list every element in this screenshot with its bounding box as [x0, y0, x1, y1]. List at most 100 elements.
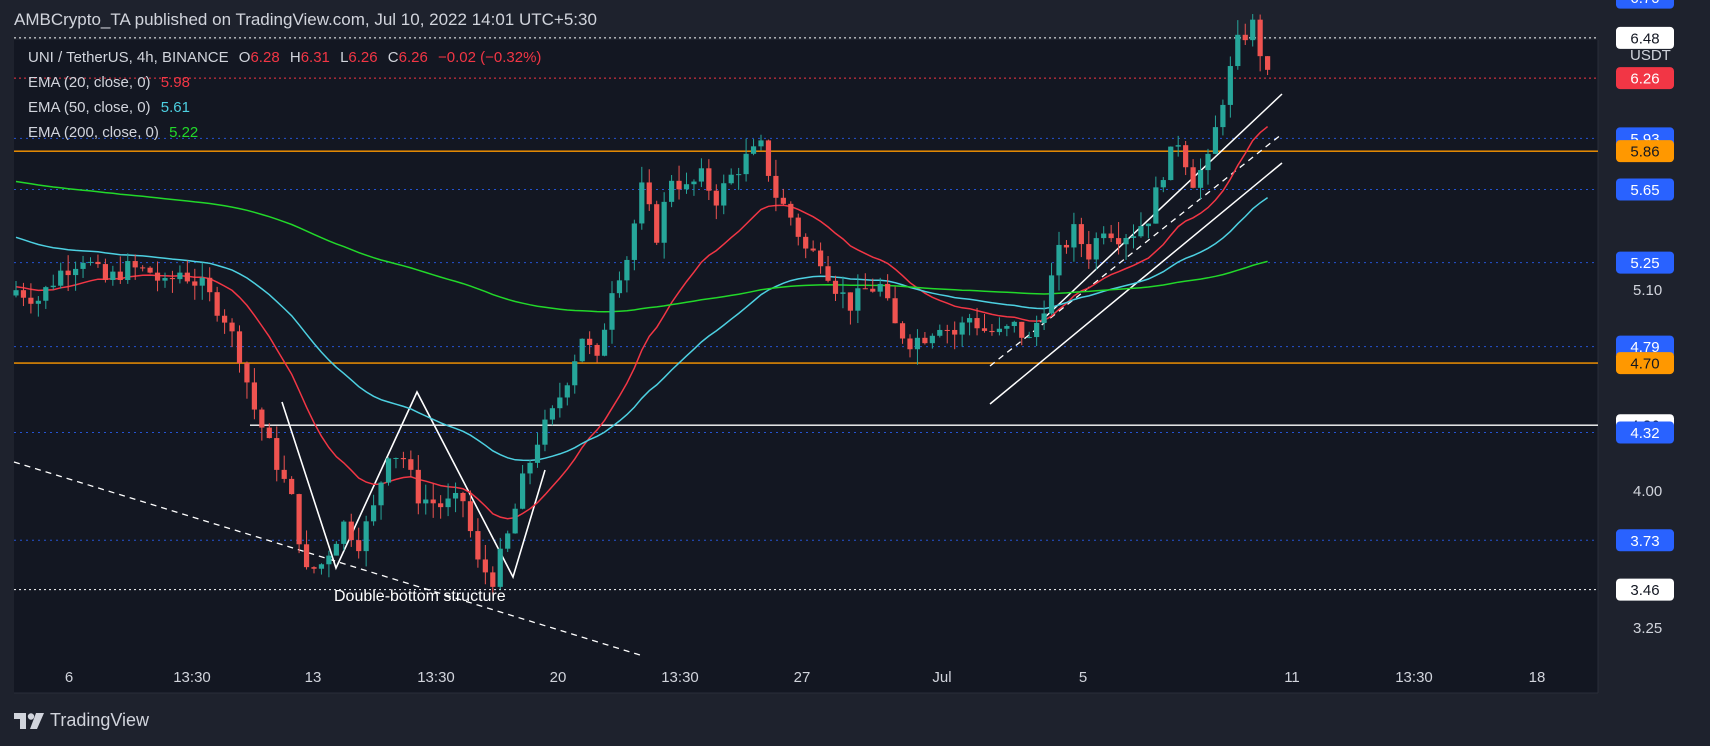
candle-body: [259, 409, 265, 428]
candle-body: [400, 458, 406, 460]
candle: [296, 493, 302, 554]
price-tag-3.73: 3.73: [1616, 529, 1674, 552]
candle-body: [959, 322, 965, 335]
candle: [1168, 146, 1174, 181]
candle-body: [1130, 236, 1137, 238]
tradingview-branding[interactable]: TradingView: [14, 710, 149, 731]
candle-body: [996, 328, 1002, 333]
candle: [661, 192, 667, 259]
candle: [1034, 315, 1040, 347]
price-tag-label: 6.48: [1630, 30, 1659, 47]
candle: [1220, 99, 1226, 136]
candle: [333, 541, 339, 556]
price-tick-label: 5.10: [1633, 282, 1662, 299]
candle: [527, 459, 533, 485]
candle: [683, 172, 690, 194]
open-label: O: [238, 49, 251, 66]
candle: [542, 409, 548, 452]
candle-body: [73, 268, 79, 276]
candle-body: [154, 272, 161, 281]
candle-body: [758, 140, 764, 147]
candle-body: [646, 182, 652, 205]
price-tag-5.86: 5.86: [1616, 140, 1674, 163]
candle: [400, 451, 406, 469]
candle-body: [289, 478, 295, 495]
candle-body: [1093, 238, 1099, 260]
close-label: C: [387, 49, 399, 66]
candle: [326, 550, 332, 578]
price-tag-box: [1616, 421, 1674, 444]
candle: [557, 382, 563, 418]
ema200-legend[interactable]: EMA (200, close, 0) 5.22: [28, 124, 198, 141]
candle: [810, 240, 816, 253]
candle: [1183, 141, 1189, 176]
price-tag-6.48: 6.48: [1616, 26, 1674, 49]
candle-body: [497, 548, 503, 587]
candle-body: [1190, 167, 1196, 188]
candle-body: [1116, 238, 1122, 245]
candle: [43, 285, 49, 309]
candle: [102, 258, 108, 283]
high-value: 6.31: [300, 49, 330, 66]
candle: [222, 309, 228, 334]
candle: [1011, 320, 1017, 333]
candle: [706, 159, 712, 201]
candle-body: [1220, 104, 1226, 128]
candle-body: [482, 559, 488, 573]
candle: [50, 274, 56, 290]
candle: [1101, 226, 1107, 245]
ema-200-line: [15, 180, 1268, 313]
candle-body: [572, 361, 578, 386]
candle-body: [728, 174, 734, 184]
candle-body: [65, 270, 71, 276]
candle-body: [438, 503, 444, 508]
candle: [892, 286, 898, 324]
candle-body: [35, 300, 41, 304]
candle: [743, 138, 749, 182]
ema50-value: 5.61: [160, 99, 190, 116]
candle-body: [140, 267, 146, 269]
candle: [371, 494, 377, 526]
candle-body: [780, 197, 786, 204]
candle-body: [713, 190, 719, 206]
time-tick-label: 6: [65, 669, 73, 686]
candle-body: [832, 280, 839, 294]
candle-body: [1004, 326, 1010, 329]
candle-body: [855, 288, 861, 311]
symbol-legend[interactable]: UNI / TetherUS, 4h, BINANCE O6.28 H6.31 …: [28, 49, 541, 66]
candle: [318, 563, 325, 575]
high-label: H: [289, 49, 301, 66]
candle: [929, 333, 935, 349]
double-bottom-annotation: Double-bottom structure: [334, 588, 506, 605]
candle: [564, 382, 570, 406]
candle-body: [393, 458, 399, 460]
candle: [95, 254, 101, 268]
candle: [199, 262, 205, 300]
candle: [1086, 230, 1092, 269]
candle-body: [162, 278, 168, 281]
time-tick-label: 13:30: [661, 669, 699, 686]
candle: [87, 257, 94, 266]
ema20-legend[interactable]: EMA (20, close, 0) 5.98: [28, 74, 190, 91]
ema50-legend[interactable]: EMA (50, close, 0) 5.61: [28, 99, 190, 116]
candle: [1130, 224, 1137, 249]
candle: [378, 481, 384, 520]
candle-body: [1101, 233, 1107, 239]
candle: [981, 314, 988, 333]
candle-body: [587, 338, 593, 345]
candle-body: [1123, 237, 1129, 245]
candle: [274, 426, 280, 482]
price-tag-4.70: 4.70: [1616, 352, 1674, 375]
candle: [922, 332, 928, 345]
candle-body: [430, 499, 436, 504]
candle: [788, 201, 794, 226]
candle: [110, 265, 116, 286]
candle: [162, 272, 168, 288]
candle: [169, 270, 176, 293]
currency-label: USDT: [1630, 47, 1671, 64]
candle-body: [669, 180, 675, 202]
candle-body: [810, 248, 816, 251]
candle: [408, 450, 414, 477]
candle-body: [125, 261, 131, 281]
